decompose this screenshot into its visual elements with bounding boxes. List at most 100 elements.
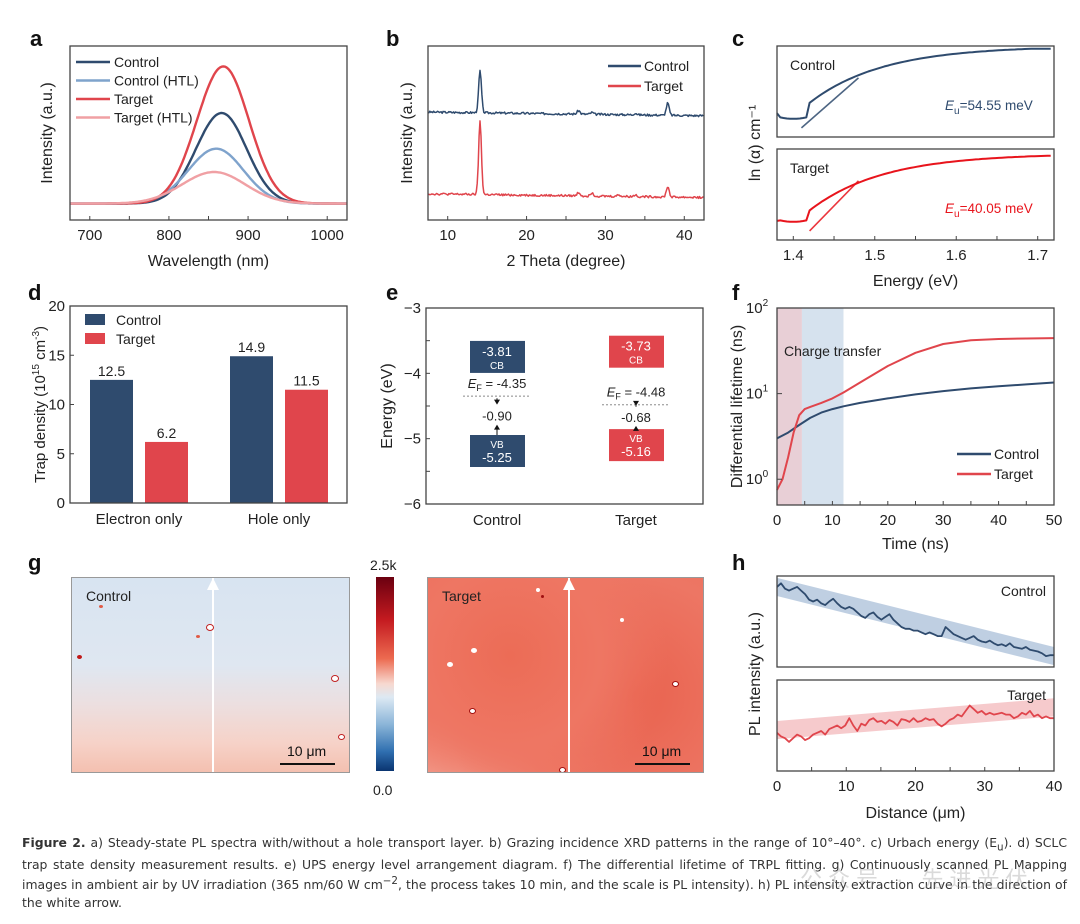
x-axis-label: Time (ns): [882, 536, 949, 553]
arrowhead-icon: [633, 425, 639, 431]
x-tick-label: 30: [976, 778, 993, 795]
fermi-level-label: EF = -4.48: [607, 385, 666, 402]
scale-bar-label: 10 μm: [642, 743, 682, 759]
caption-sup: −2: [382, 875, 398, 888]
cb-box: [609, 335, 664, 368]
trend-band: [777, 698, 1054, 740]
y-axis-label: Energy (eV): [379, 363, 396, 448]
y-tick-label: 20: [48, 298, 65, 315]
watermark: 公众号 · 先进光伏: [800, 867, 1034, 892]
series-line-2: [70, 65, 347, 205]
bar-control-0: [90, 379, 133, 503]
caption-text-3: , the process takes 10 min, and the scal…: [22, 877, 1067, 910]
arrowhead-icon: [494, 424, 500, 430]
fermi-level-label: EF = -4.35: [468, 376, 527, 393]
y-tick-label: 0: [57, 495, 65, 512]
scan-arrow-head-icon: [563, 578, 575, 590]
series-line-1: [776, 337, 1055, 491]
trend-band: [777, 577, 1054, 666]
x-tick-label: 10: [824, 512, 841, 529]
gap-label: -0.90: [482, 409, 512, 424]
category-label: Control: [473, 512, 521, 529]
legend-swatch: [85, 333, 105, 344]
chart-urbach: Control Eu=54.55 meV Target Eu=40.05 meV 1.4…: [747, 45, 1055, 290]
defect-spot: [469, 708, 476, 714]
y-axis-label: PL intensity (a.u.): [747, 612, 764, 736]
x-tick-label: 1.6: [946, 247, 967, 264]
x-tick-label: 40: [676, 227, 693, 244]
series-line-0: [776, 582, 1054, 657]
x-tick-label: 10: [838, 778, 855, 795]
map-label-target: Target: [442, 588, 481, 604]
panel-label-a: a: [30, 26, 43, 51]
legend-label: Target: [114, 91, 153, 107]
caption-eu-sub: u: [997, 841, 1004, 854]
defect-spot: [206, 624, 214, 631]
legend-label: Control: [644, 58, 689, 74]
pl-map-control: Control 10 μm: [71, 577, 350, 773]
defect-spot: [536, 588, 540, 592]
category-label: Electron only: [96, 511, 183, 528]
pl-map-target: Target 10 μm: [427, 577, 704, 773]
cb-value: -3.73: [621, 339, 651, 354]
cb-box: [470, 340, 525, 373]
map-label-control: Control: [86, 588, 132, 604]
series-line-0: [776, 47, 1051, 120]
y-tick-label: −3: [404, 300, 421, 317]
bar-value-label: 14.9: [238, 339, 265, 355]
bar-target-1: [285, 389, 328, 503]
scan-arrow: [212, 578, 214, 772]
x-tick-label: 40: [1046, 778, 1063, 795]
scale-bar-label: 10 μm: [287, 743, 327, 759]
bar-value-label: 11.5: [293, 373, 319, 389]
defect-spot: [338, 734, 345, 740]
panel-label-f: f: [732, 280, 740, 305]
vb-label: VB: [629, 434, 643, 445]
plot-frame: [69, 45, 348, 221]
subplot-frame: [776, 45, 1055, 138]
y-tick-label: −6: [404, 496, 421, 513]
fit-line: [800, 77, 859, 129]
vb-box: [609, 429, 664, 462]
y-tick-label: 5: [57, 446, 65, 463]
x-tick-label: 700: [77, 227, 102, 244]
panel-label-c: c: [732, 26, 745, 51]
scan-arrow-head-icon: [207, 578, 219, 590]
series-line-1: [776, 154, 1051, 223]
x-tick-label: 20: [907, 778, 924, 795]
x-tick-label: 30: [935, 512, 952, 529]
vb-box: [470, 435, 525, 467]
defect-spot: [99, 605, 103, 608]
y-axis-label: Trap density (1015 cm-3): [31, 326, 49, 483]
chart-trap-density: 12.5 14.9 6.2 11.5 0 5 10 15 20 Electron only Hole…: [31, 298, 348, 528]
cb-value: -3.81: [482, 344, 512, 359]
colorbar-max-label: 2.5k: [370, 557, 397, 573]
vb-value: -5.16: [621, 444, 651, 459]
y-axis-label: ln (α) cm⁻¹: [747, 105, 764, 181]
subplot-label: Control: [1001, 583, 1046, 599]
x-tick-label: 900: [236, 227, 261, 244]
legend-label: Control: [994, 446, 1039, 462]
scan-arrow: [568, 578, 570, 772]
x-axis-label: 2 Theta (degree): [507, 253, 626, 270]
subplot-label: Target: [790, 160, 829, 176]
x-tick-label: 0: [773, 512, 781, 529]
x-tick-label: 40: [990, 512, 1007, 529]
legend-label: Control (HTL): [114, 73, 199, 89]
x-axis-label: Wavelength (nm): [148, 253, 269, 270]
arrowhead-icon: [494, 399, 500, 405]
cb-label: CB: [490, 361, 504, 372]
chart-xrd: 10 20 30 40 2 Theta (degree) Intensity (a.u.)…: [399, 45, 705, 270]
subplot-frame: [776, 575, 1055, 668]
shaded-region-0: [777, 308, 802, 505]
series-line-3: [70, 170, 347, 205]
gap-label: -0.68: [621, 410, 651, 425]
y-tick-label: 102: [746, 298, 769, 317]
series-line-1: [776, 704, 1054, 743]
x-tick-label: 10: [439, 227, 456, 244]
vb-value: -5.25: [482, 450, 512, 465]
colorbar: [376, 577, 394, 771]
defect-spot: [77, 655, 82, 659]
category-label: Hole only: [248, 511, 311, 528]
y-tick-label: 100: [746, 469, 769, 488]
